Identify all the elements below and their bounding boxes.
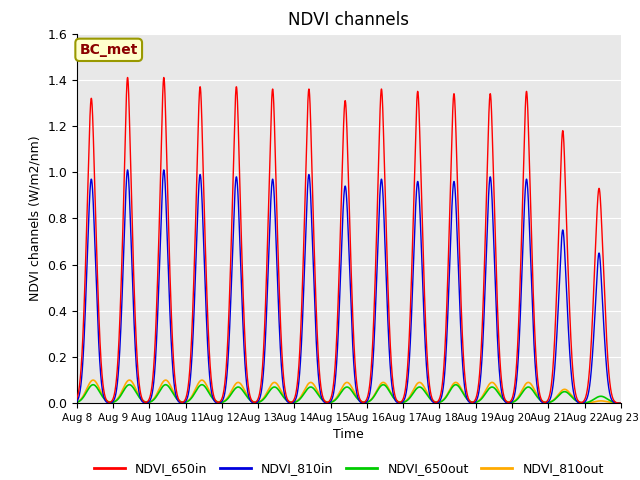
Text: BC_met: BC_met: [79, 43, 138, 57]
X-axis label: Time: Time: [333, 429, 364, 442]
Y-axis label: NDVI channels (W/m2/nm): NDVI channels (W/m2/nm): [29, 135, 42, 301]
Legend: NDVI_650in, NDVI_810in, NDVI_650out, NDVI_810out: NDVI_650in, NDVI_810in, NDVI_650out, NDV…: [89, 457, 609, 480]
Title: NDVI channels: NDVI channels: [288, 11, 410, 29]
